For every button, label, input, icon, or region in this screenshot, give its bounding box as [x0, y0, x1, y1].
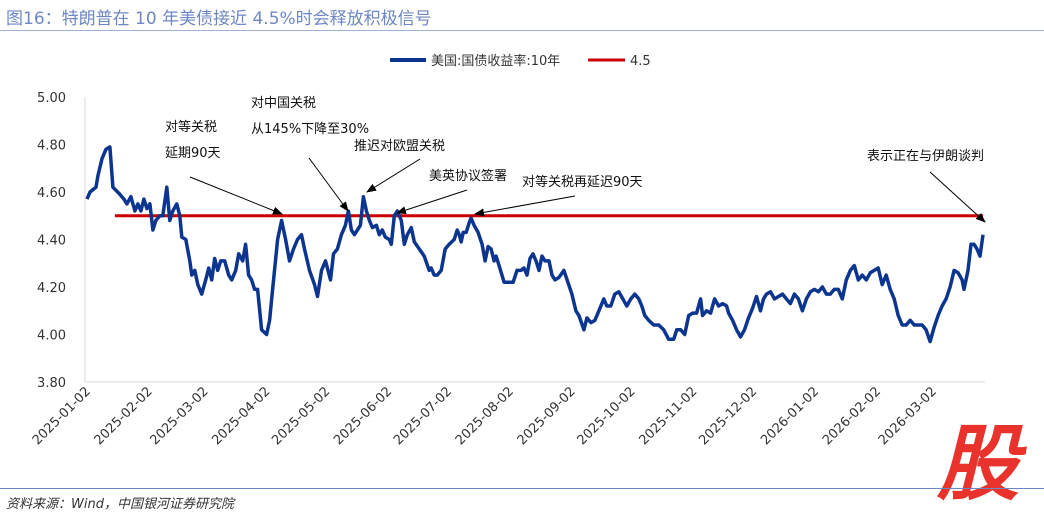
series-line-us10y [85, 145, 985, 344]
annotation-arrow [396, 189, 468, 214]
watermark-logo: 股 [936, 417, 1027, 512]
legend-label-yield: 美国:国债收益率:10年 [431, 53, 560, 69]
source-divider [0, 488, 1044, 489]
annotation-text: 对等关税再延迟90天 [522, 174, 643, 190]
x-tick-label: 2025-05-02 [269, 384, 333, 448]
x-tick-label: 2025-06-02 [331, 384, 395, 448]
y-tick-label: 4.60 [37, 186, 66, 201]
annotation-arrow [189, 176, 283, 215]
x-tick-label: 2025-10-02 [575, 384, 639, 448]
x-tick-label: 2025-07-02 [391, 384, 455, 448]
y-tick-label: 4.80 [37, 139, 66, 154]
legend-label-threshold: 4.5 [630, 54, 651, 69]
annotation-text: 对等关税 [165, 119, 217, 135]
annotation-text: 美英协议签署 [429, 168, 507, 184]
y-tick-label: 4.40 [37, 234, 66, 249]
x-tick-label: 2026-01-02 [758, 384, 822, 448]
x-tick-label: 2025-11-02 [636, 384, 700, 448]
annotation-text: 延期90天 [165, 146, 221, 161]
y-tick-label: 4.20 [37, 281, 66, 296]
y-tick-label: 4.00 [37, 329, 66, 344]
x-tick-label: 2025-01-02 [30, 384, 94, 448]
annotation-arrow [929, 171, 986, 223]
x-tick-label: 2025-02-02 [92, 384, 156, 448]
y-tick-label: 5.00 [37, 91, 66, 106]
annotation-arrow [308, 157, 349, 212]
y-tick-label: 3.80 [37, 376, 66, 391]
annotations: 对等关税 延期90天 对中国关税 从145%下降至30% 推迟对欧盟关税 美英协… [165, 96, 986, 223]
x-tick-label: 2026-02-02 [820, 384, 884, 448]
x-tick-label: 2025-09-02 [515, 384, 579, 448]
x-tick-label: 2025-08-02 [453, 384, 517, 448]
annotation-text: 从145%下降至30% [251, 122, 369, 137]
annotation-text: 表示正在与伊朗谈判 [867, 149, 984, 164]
x-tick-label: 2025-03-02 [148, 384, 212, 448]
title-divider [0, 30, 1044, 31]
chart-title: 图16：特朗普在 10 年美债接近 4.5%时会释放积极信号 [6, 9, 432, 29]
annotation-arrow [366, 158, 421, 193]
annotation-arrow [474, 195, 576, 217]
x-tick-label: 2025-12-02 [696, 384, 760, 448]
source-note: 资料来源：Wind，中国银河证券研究院 [6, 497, 234, 512]
legend: 美国:国债收益率:10年 4.5 [390, 53, 651, 69]
annotation-text: 对中国关税 [251, 96, 316, 111]
x-tick-label: 2026-03-02 [876, 384, 940, 448]
annotation-text: 推迟对欧盟关税 [354, 139, 445, 154]
x-tick-label: 2025-04-02 [209, 384, 273, 448]
